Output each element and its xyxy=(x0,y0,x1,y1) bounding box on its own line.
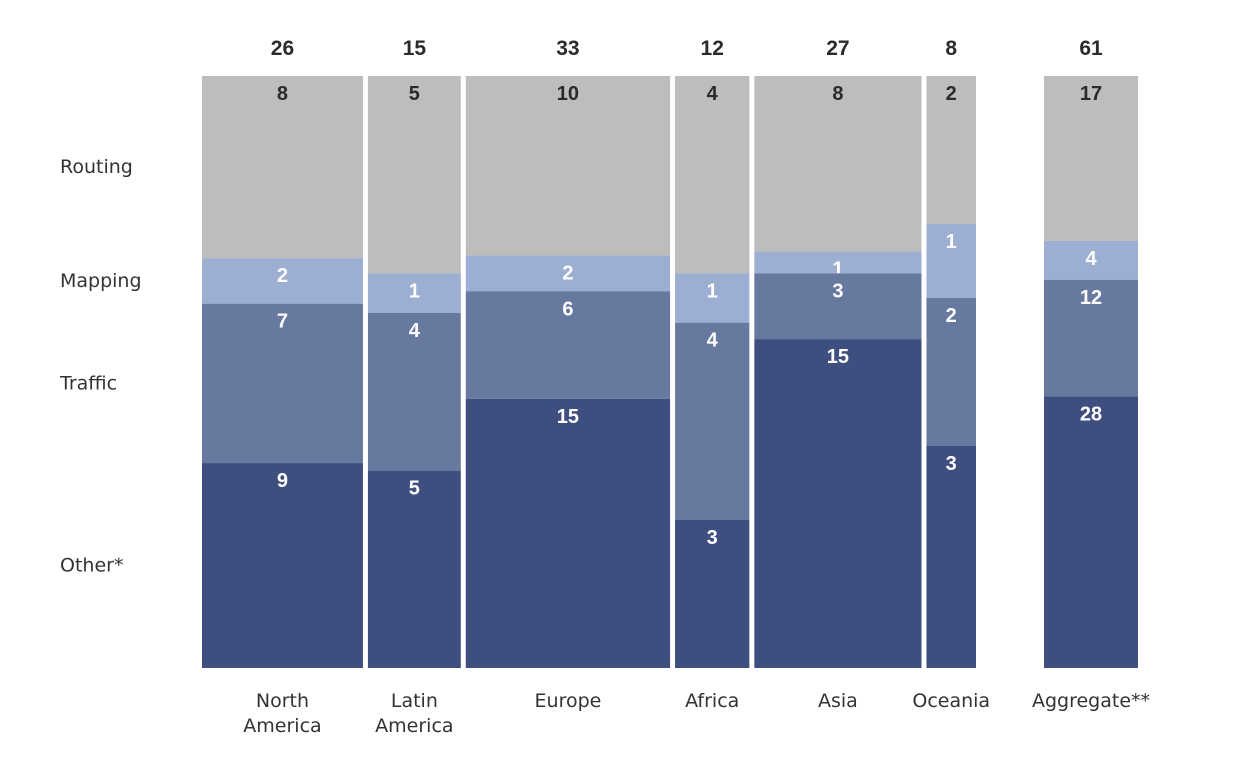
data-label-aggregate-mapping: 4 xyxy=(1085,248,1097,270)
bar-segment-africa-mapping xyxy=(675,273,750,323)
data-label-oceania-routing: 2 xyxy=(946,83,957,105)
data-label-africa-routing: 4 xyxy=(707,83,719,105)
bar-segment-aggregate-traffic xyxy=(1044,279,1138,397)
data-label-north-america-traffic: 7 xyxy=(277,311,288,333)
bar-segment-europe-mapping xyxy=(465,255,671,292)
category-label-latin-america: Latin America xyxy=(375,690,453,737)
bar-segment-north-america-mapping xyxy=(202,258,363,304)
data-label-aggregate-other: 28 xyxy=(1080,403,1102,425)
data-label-asia-other: 15 xyxy=(827,346,849,368)
data-label-europe-other: 15 xyxy=(557,406,579,428)
data-label-oceania-traffic: 2 xyxy=(946,305,957,327)
total-label-north-america: 26 xyxy=(271,37,294,60)
category-label-oceania: Oceania xyxy=(912,690,990,712)
data-label-north-america-routing: 8 xyxy=(277,83,288,105)
bar-segment-oceania-routing xyxy=(926,76,976,224)
bar-segment-oceania-mapping xyxy=(926,224,976,298)
bar-segment-latin-america-routing xyxy=(367,76,461,274)
bar-segment-europe-routing xyxy=(465,76,671,256)
total-label-africa: 12 xyxy=(701,37,724,60)
bar-segment-europe-traffic xyxy=(465,291,671,399)
bar-segment-north-america-other xyxy=(202,463,363,668)
data-label-aggregate-traffic: 12 xyxy=(1080,287,1102,309)
series-label-other: Other* xyxy=(60,555,123,577)
data-label-asia-routing: 8 xyxy=(832,83,843,105)
total-label-oceania: 8 xyxy=(945,37,957,60)
category-label-aggregate: Aggregate** xyxy=(1032,690,1150,712)
data-label-north-america-other: 9 xyxy=(277,470,288,492)
data-label-latin-america-traffic: 4 xyxy=(409,320,421,342)
bar-segment-oceania-other xyxy=(926,446,976,668)
series-label-traffic: Traffic xyxy=(59,372,117,394)
data-label-oceania-mapping: 1 xyxy=(946,231,957,253)
total-label-europe: 33 xyxy=(556,37,579,60)
bar-segment-north-america-routing xyxy=(202,76,363,259)
total-label-aggregate: 61 xyxy=(1079,37,1103,60)
bar-segment-aggregate-other xyxy=(1044,396,1138,668)
data-label-africa-traffic: 4 xyxy=(707,330,719,352)
data-label-asia-traffic: 3 xyxy=(832,280,843,302)
data-label-europe-traffic: 6 xyxy=(562,298,573,320)
bar-segment-aggregate-routing xyxy=(1044,76,1138,241)
bar-segment-europe-other xyxy=(465,398,671,668)
total-label-asia: 27 xyxy=(826,37,849,60)
data-label-latin-america-mapping: 1 xyxy=(409,280,420,302)
bar-segment-africa-routing xyxy=(675,76,750,274)
bar-segment-latin-america-traffic xyxy=(367,312,461,471)
data-label-africa-mapping: 1 xyxy=(707,280,718,302)
bar-segment-asia-other xyxy=(754,339,922,668)
bar-segment-oceania-traffic xyxy=(926,298,976,446)
category-label-north-america: North America xyxy=(243,690,321,737)
category-label-africa: Africa xyxy=(685,690,739,712)
bar-segment-north-america-traffic xyxy=(202,303,363,464)
data-label-europe-mapping: 2 xyxy=(562,262,573,284)
data-label-africa-other: 3 xyxy=(707,527,718,549)
data-label-latin-america-routing: 5 xyxy=(409,83,420,105)
data-label-latin-america-other: 5 xyxy=(409,478,420,500)
bar-segment-latin-america-mapping xyxy=(367,273,461,313)
bar-segment-latin-america-other xyxy=(367,470,461,668)
bar-segment-asia-mapping xyxy=(754,251,922,274)
bar-segment-asia-traffic xyxy=(754,273,922,340)
bar-segment-aggregate-mapping xyxy=(1044,240,1138,280)
bar-segment-africa-traffic xyxy=(675,322,750,520)
category-label-europe: Europe xyxy=(535,690,602,712)
data-label-europe-routing: 10 xyxy=(557,83,579,105)
bar-segment-asia-routing xyxy=(754,76,922,252)
series-label-routing: Routing xyxy=(60,156,133,178)
total-label-latin-america: 15 xyxy=(403,37,427,60)
data-label-aggregate-routing: 17 xyxy=(1080,83,1102,105)
series-label-mapping: Mapping xyxy=(60,270,142,292)
data-label-north-america-mapping: 2 xyxy=(277,265,288,287)
data-label-oceania-other: 3 xyxy=(946,453,957,475)
category-label-asia: Asia xyxy=(818,690,858,712)
bar-segment-africa-other xyxy=(675,520,750,668)
data-label-asia-mapping: 1 xyxy=(832,258,843,280)
